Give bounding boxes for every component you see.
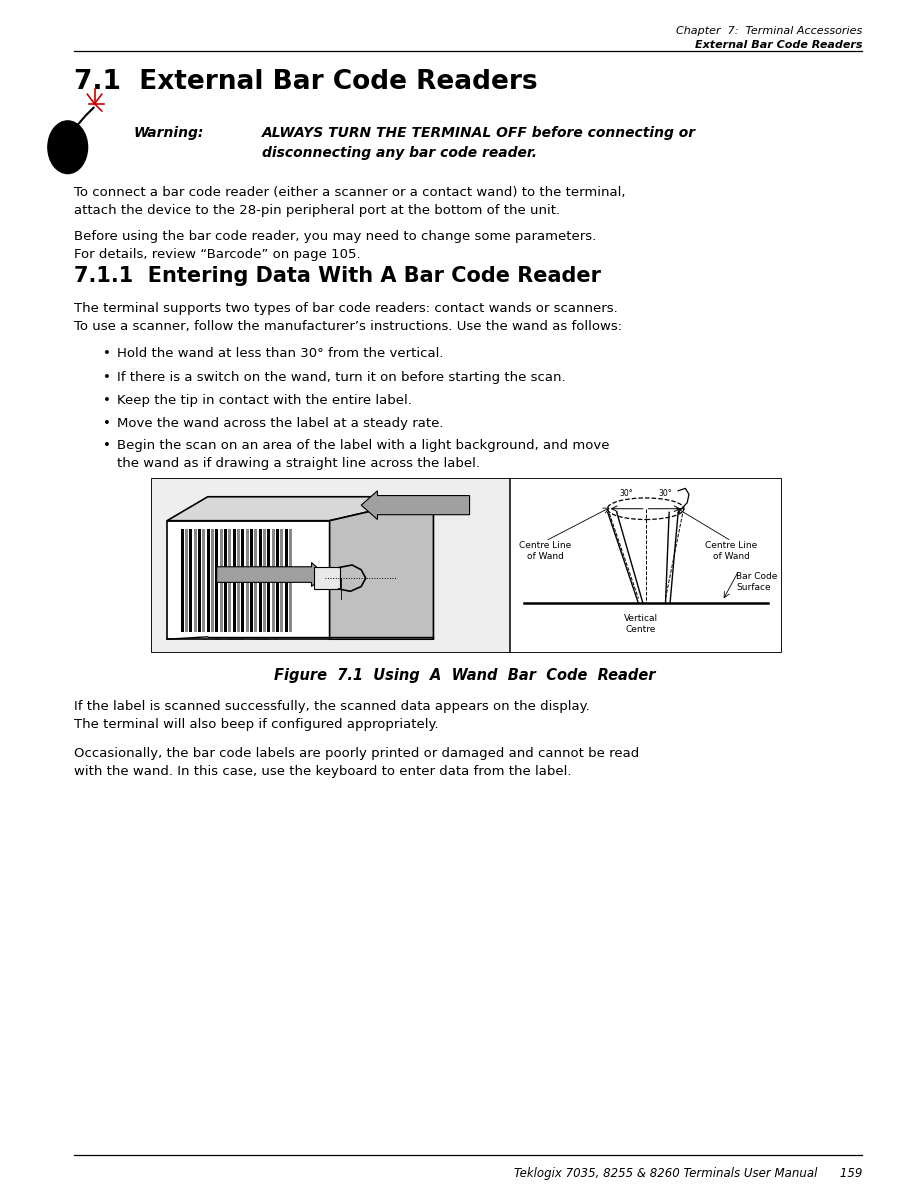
Text: Before using the bar code reader, you may need to change some parameters.
For de: Before using the bar code reader, you ma… (74, 230, 595, 261)
Text: ALWAYS TURN THE TERMINAL OFF before connecting or: ALWAYS TURN THE TERMINAL OFF before conn… (262, 126, 695, 140)
Bar (228, 529, 231, 632)
Text: The terminal supports two types of bar code readers: contact wands or scanners.
: The terminal supports two types of bar c… (74, 302, 621, 333)
Text: •: • (103, 417, 110, 430)
Text: Occasionally, the bar code labels are poorly printed or damaged and cannot be re: Occasionally, the bar code labels are po… (74, 747, 639, 778)
Bar (224, 529, 226, 632)
Polygon shape (167, 521, 329, 639)
Text: Vertical
Centre: Vertical Centre (623, 614, 658, 634)
Text: •: • (103, 439, 110, 452)
Text: If there is a switch on the wand, turn it on before starting the scan.: If there is a switch on the wand, turn i… (117, 371, 566, 384)
Text: Centre Line
of Wand: Centre Line of Wand (704, 541, 757, 561)
Bar (267, 529, 270, 632)
Text: If the label is scanned successfully, the scanned data appears on the display.
T: If the label is scanned successfully, th… (74, 700, 589, 731)
Bar (233, 529, 235, 632)
Text: 7.1  External Bar Code Readers: 7.1 External Bar Code Readers (74, 69, 537, 96)
Text: 30°: 30° (618, 488, 632, 498)
Bar (180, 529, 183, 632)
Text: Figure  7.1  Using  A  Wand  Bar  Code  Reader: Figure 7.1 Using A Wand Bar Code Reader (274, 668, 655, 683)
Text: To connect a bar code reader (either a scanner or a contact wand) to the termina: To connect a bar code reader (either a s… (74, 186, 625, 217)
Bar (254, 529, 257, 632)
Bar (193, 529, 197, 632)
Text: Begin the scan on an area of the label with a light background, and move
the wan: Begin the scan on an area of the label w… (117, 439, 609, 470)
Bar (276, 529, 279, 632)
Text: Move the wand across the label at a steady rate.: Move the wand across the label at a stea… (117, 417, 444, 430)
FancyArrow shape (216, 563, 325, 587)
Bar (152, 479, 510, 652)
Text: •: • (103, 371, 110, 384)
Bar (250, 529, 253, 632)
Bar (215, 529, 218, 632)
Bar (262, 529, 266, 632)
Text: 30°: 30° (658, 488, 672, 498)
Bar (258, 529, 262, 632)
Bar (198, 529, 200, 632)
Text: •: • (103, 394, 110, 407)
Bar (207, 529, 209, 632)
Bar (202, 529, 205, 632)
Text: Chapter  7:  Terminal Accessories: Chapter 7: Terminal Accessories (676, 26, 861, 36)
Text: Warning:: Warning: (133, 126, 204, 140)
Text: Centre Line
of Wand: Centre Line of Wand (519, 541, 571, 561)
Polygon shape (329, 497, 433, 639)
Text: Teklogix 7035, 8255 & 8260 Terminals User Manual      159: Teklogix 7035, 8255 & 8260 Terminals Use… (513, 1167, 861, 1180)
Text: Hold the wand at less than 30° from the vertical.: Hold the wand at less than 30° from the … (117, 347, 444, 360)
Text: External Bar Code Readers: External Bar Code Readers (695, 40, 861, 49)
Text: •: • (103, 347, 110, 360)
Bar (272, 529, 274, 632)
Text: disconnecting any bar code reader.: disconnecting any bar code reader. (262, 146, 537, 160)
Text: 7.1.1  Entering Data With A Bar Code Reader: 7.1.1 Entering Data With A Bar Code Read… (74, 266, 601, 286)
FancyArrow shape (361, 491, 469, 519)
Bar (185, 529, 188, 632)
Text: 0  00 75328  43815 0: 0 00 75328 43815 0 (203, 636, 278, 640)
Bar (289, 529, 291, 632)
Bar (280, 529, 283, 632)
Bar (219, 529, 223, 632)
Text: Bar Code
Surface: Bar Code Surface (735, 572, 777, 593)
Bar (189, 529, 192, 632)
Bar (152, 479, 780, 652)
Bar (236, 529, 240, 632)
Circle shape (48, 121, 87, 174)
Bar (211, 529, 214, 632)
Bar (241, 529, 244, 632)
Bar (245, 529, 248, 632)
Bar (284, 529, 288, 632)
Bar (314, 567, 339, 589)
Text: Centre Line
of Wand: Centre Line of Wand (332, 600, 381, 620)
Polygon shape (167, 497, 433, 521)
Text: Keep the tip in contact with the entire label.: Keep the tip in contact with the entire … (117, 394, 412, 407)
Bar (510, 479, 780, 652)
